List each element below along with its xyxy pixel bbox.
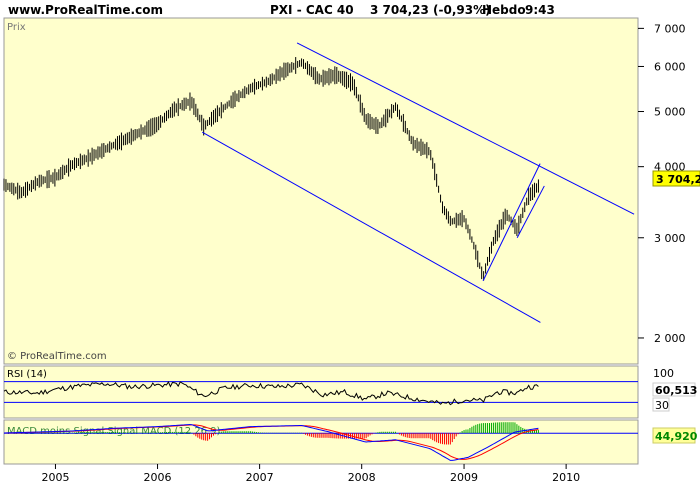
price-change: 3 704,23 (-0,93%) [370,3,491,17]
period-label: Hebdo [482,3,526,17]
x-tick-label: 2008 [348,471,376,484]
x-tick-label: 2005 [41,471,69,484]
x-tick-label: 2009 [450,471,478,484]
watermark: © ProRealTime.com [7,351,107,362]
rsi-value-label: 60,513 [655,384,697,397]
y-tick-label: 5 000 [654,106,686,119]
y-tick-label: 7 000 [654,22,686,35]
header-bar [0,0,700,18]
rsi-series [3,380,638,406]
instrument-name: PXI - CAC 40 [270,3,354,17]
rsi-axis-100: 100 [653,367,674,380]
y-tick-label: 3 000 [654,232,686,245]
rsi-value-badge [652,382,696,397]
trend-line [202,131,541,323]
rsi-panel [3,365,639,419]
macd-line [3,423,539,461]
last-value-label: 3 704,23 [656,173,700,186]
price-panel [3,17,639,365]
rsi-label: RSI (14) [7,369,47,380]
macd-value-label: 44,920 [655,430,698,443]
rsi-line [3,380,539,406]
trend-line [516,185,545,238]
last-value-badge [652,170,700,187]
x-tick-label: 2010 [552,471,580,484]
rsi-axis-30: 30 [655,399,669,412]
trend-line [482,163,541,282]
y-tick-label: 4 000 [654,161,686,174]
y-tick-label: 2 000 [654,332,686,345]
macd-value-badge [652,427,696,444]
price-bars [3,57,539,281]
macd-panel [3,419,639,465]
price-panel-label: Prix [7,22,26,33]
rsi-low-badge [652,397,670,412]
x-tick-label: 2006 [144,471,172,484]
trend-channel-lines [202,42,635,323]
x-axis: 2005 2006 2007 2008 2009 2010 [41,464,580,484]
price-axis: 2 000 3 000 4 000 5 000 6 000 7 000 [638,22,686,345]
time-label: 9:43 [525,3,555,17]
x-tick-label: 2007 [246,471,274,484]
macd-label: MACD moins Signal Signal MACD (12 26 9) [7,426,221,437]
site-name[interactable]: www.ProRealTime.com [8,3,163,17]
trend-line [296,42,635,215]
macd-series [3,422,638,461]
y-tick-label: 6 000 [654,60,686,73]
